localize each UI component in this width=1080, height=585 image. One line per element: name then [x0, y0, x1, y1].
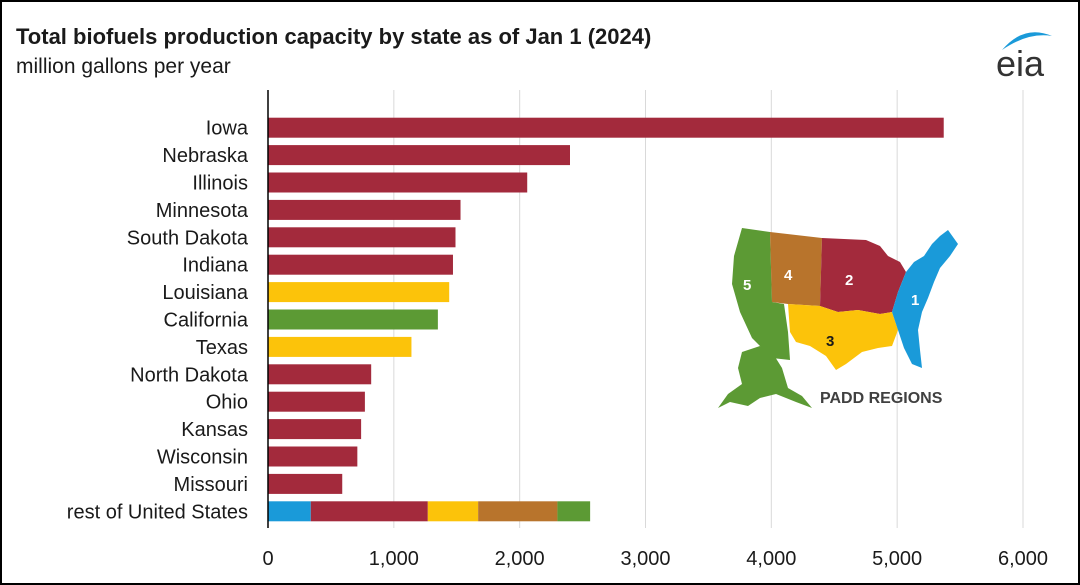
x-tick-label: 6,000	[998, 548, 1048, 570]
category-label: Indiana	[182, 255, 248, 277]
eia-logo-text: eia	[996, 43, 1045, 82]
bar-rest-padd-4	[478, 501, 558, 522]
padd-3	[788, 304, 898, 370]
bars	[268, 117, 944, 522]
bar-kansas	[268, 419, 362, 440]
bar-rest-padd-3	[427, 501, 479, 522]
category-label: Minnesota	[156, 200, 249, 222]
padd-5	[732, 228, 790, 360]
padd-label-5: 5	[743, 277, 751, 294]
padd-label-2: 2	[845, 272, 853, 289]
category-label: California	[164, 310, 249, 332]
bar-ohio	[268, 391, 365, 412]
category-label: Wisconsin	[157, 447, 248, 469]
padd-label-4: 4	[784, 267, 793, 284]
x-tick-label: 2,000	[495, 548, 545, 570]
bar-louisiana	[268, 282, 450, 303]
chart-title: Total biofuels production capacity by st…	[16, 24, 652, 49]
bar-rest-padd-2	[310, 501, 428, 522]
padd-2	[820, 238, 906, 314]
bar-missouri	[268, 473, 343, 494]
padd-map-caption: PADD REGIONS	[820, 390, 943, 407]
bar-north-dakota	[268, 364, 372, 385]
padd-4	[770, 232, 822, 306]
bar-iowa	[268, 117, 944, 138]
bar-california	[268, 309, 438, 330]
bar-rest-padd-5	[557, 501, 591, 522]
category-label: Iowa	[206, 118, 249, 140]
category-label: Texas	[196, 337, 248, 359]
x-tick-label: 1,000	[369, 548, 419, 570]
bar-illinois	[268, 172, 528, 193]
padd-label-3: 3	[826, 333, 834, 350]
bar-nebraska	[268, 145, 570, 166]
category-label: Kansas	[181, 419, 248, 441]
category-label: Nebraska	[162, 145, 248, 167]
category-label: North Dakota	[130, 364, 249, 386]
bar-south-dakota	[268, 227, 456, 248]
chart-subtitle: million gallons per year	[16, 55, 231, 78]
padd-map: 5 4 2 3 1 PADD REGIONS	[718, 228, 958, 408]
x-tick-label: 3,000	[620, 548, 670, 570]
category-labels: Iowa Nebraska Illinois Minnesota South Dakot…	[67, 118, 249, 524]
x-tick-label: 4,000	[746, 548, 796, 570]
padd-label-1: 1	[911, 292, 919, 309]
category-label: Ohio	[206, 392, 248, 414]
padd-alaska	[718, 346, 812, 408]
padd-1	[892, 230, 958, 368]
category-label: Illinois	[192, 173, 248, 195]
x-tick-label: 0	[262, 548, 273, 570]
bar-indiana	[268, 254, 453, 275]
category-label: South Dakota	[127, 227, 249, 249]
x-tick-label: 5,000	[872, 548, 922, 570]
category-label: Louisiana	[162, 282, 249, 304]
bar-wisconsin	[268, 446, 358, 467]
category-label-rest: rest of United States	[67, 501, 248, 523]
category-label: Missouri	[174, 474, 248, 496]
bar-minnesota	[268, 199, 461, 220]
eia-logo-swoosh	[1002, 32, 1052, 50]
bar-texas	[268, 336, 412, 357]
eia-logo: eia	[996, 32, 1052, 82]
bar-rest-padd-1	[268, 501, 311, 522]
x-tick-labels: 0 1,000 2,000 3,000 4,000 5,000 6,000	[262, 548, 1048, 570]
